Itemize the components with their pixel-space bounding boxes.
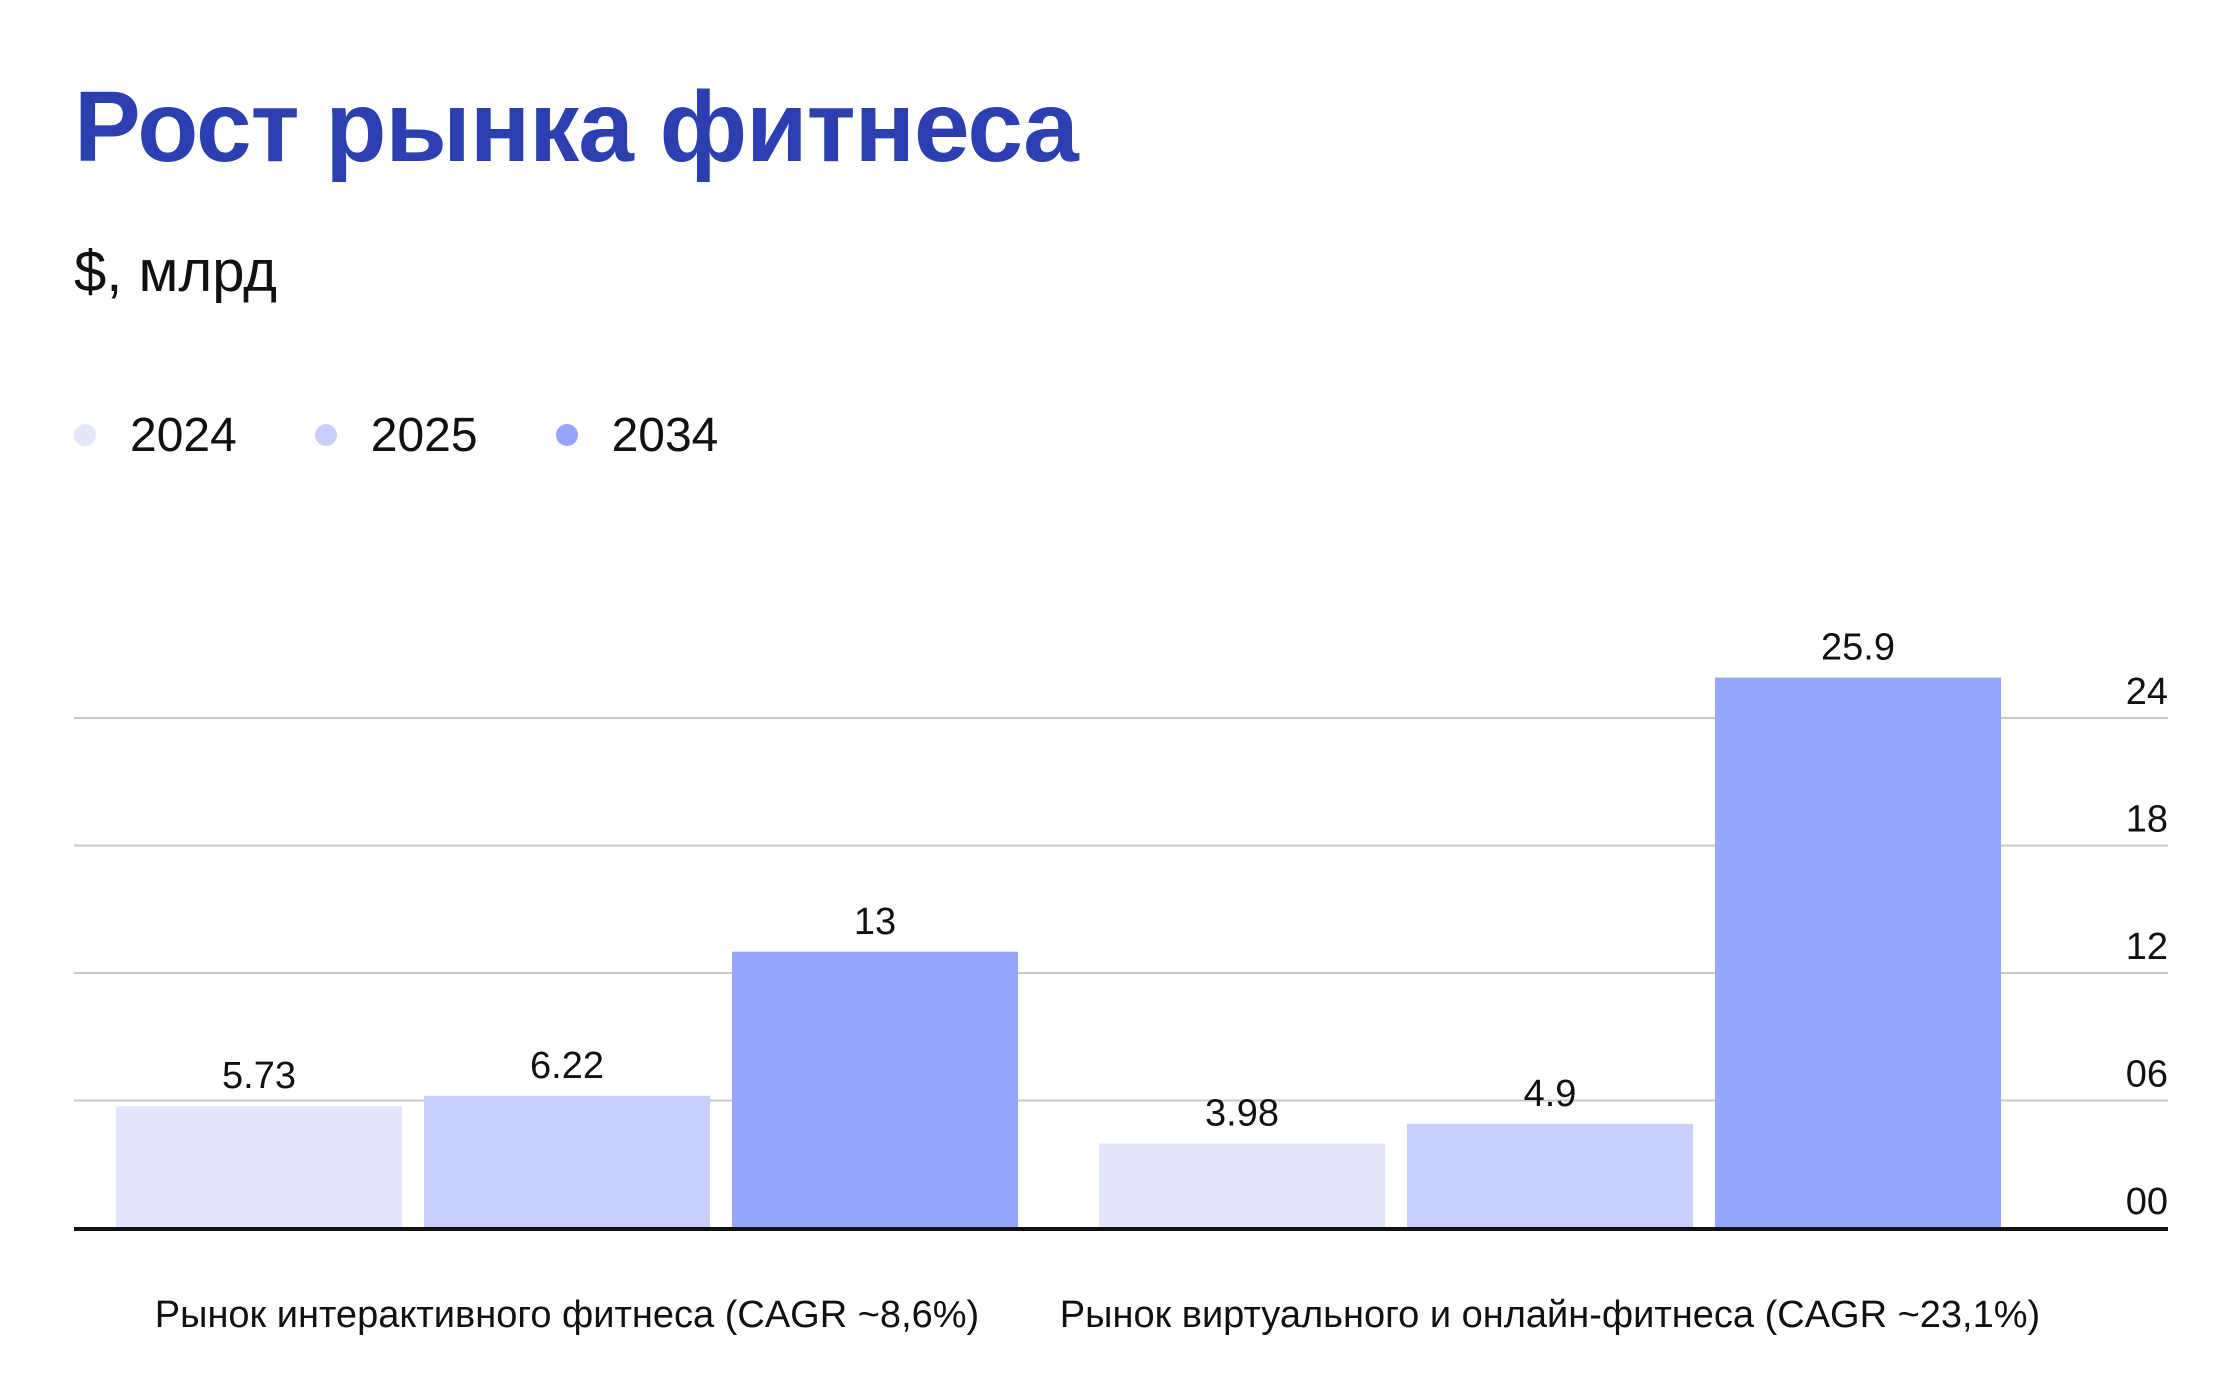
legend-label-2025: 2025 <box>370 408 478 462</box>
legend-label-2024: 2024 <box>130 408 237 462</box>
data-label-2034-0: 13 <box>854 901 896 943</box>
data-label-2025-1: 4.9 <box>1524 1073 1577 1115</box>
data-label-2024-1: 3.98 <box>1205 1092 1279 1134</box>
bar-2024-1 <box>1099 1143 1385 1228</box>
legend-item-2024: 2024 <box>74 408 237 463</box>
legend-swatch-2034 <box>555 424 578 446</box>
legend-item-2025: 2025 <box>314 408 478 463</box>
y-tick-label-0: 00 <box>2126 1181 2168 1223</box>
legend: 2024 2025 2034 <box>74 405 796 465</box>
legend-swatch-2025 <box>314 424 337 446</box>
chart-subtitle: $, млрд <box>74 239 277 304</box>
y-tick-label-2: 12 <box>2126 926 2168 968</box>
chart-title: Рост рынка фитнеса <box>74 71 1079 183</box>
y-tick-label-3: 18 <box>2126 799 2168 841</box>
bar-2025-1 <box>1407 1123 1693 1228</box>
legend-label-2034: 2034 <box>611 408 719 462</box>
y-tick-label-4: 24 <box>2126 671 2168 713</box>
legend-swatch-2024 <box>74 424 96 446</box>
x-category-label-1: Рынок виртуального и онлайн-фитнеса (CAG… <box>1060 1294 2040 1336</box>
bar-2025-0 <box>424 1095 710 1228</box>
x-category-label-0: Рынок интерактивного фитнеса (CAGR ~8,6%… <box>155 1294 979 1336</box>
bar-2034-0 <box>732 951 1018 1228</box>
data-label-2025-0: 6.22 <box>530 1045 604 1087</box>
data-label-2024-0: 5.73 <box>222 1055 296 1097</box>
legend-item-2034: 2034 <box>555 408 719 463</box>
bar-2024-0 <box>116 1106 402 1228</box>
data-label-2034-1: 25.9 <box>1821 627 1895 669</box>
bar-2034-1 <box>1715 677 2001 1228</box>
y-tick-label-1: 06 <box>2126 1054 2168 1096</box>
